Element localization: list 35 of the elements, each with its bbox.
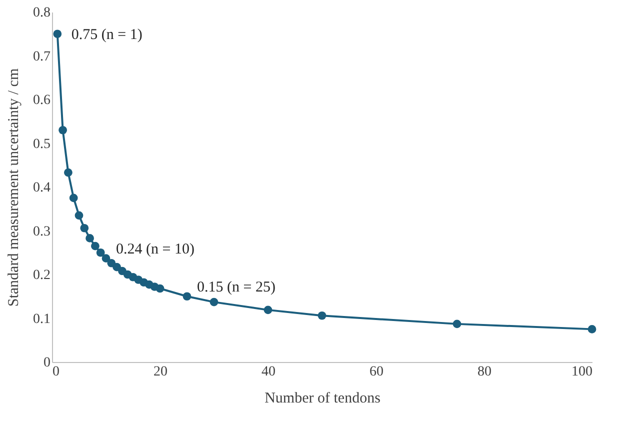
point: [318, 311, 326, 320]
y-tick-label: 0.3: [33, 224, 50, 240]
point: [58, 126, 67, 134]
x-tick-label: 80: [478, 364, 492, 380]
x-tick-label: 40: [262, 364, 276, 380]
point: [74, 211, 84, 220]
x-axis-title: Number of tendons: [264, 390, 381, 406]
y-tick-label: 0.7: [33, 49, 50, 64]
annotation: 0.75 (n = 1): [71, 26, 142, 43]
point: [264, 306, 272, 314]
y-tick-label: 0.4: [33, 180, 50, 196]
y-tick-label: 0.1: [33, 312, 50, 327]
x-tick-label: 20: [154, 364, 168, 380]
point: [102, 254, 110, 262]
point: [156, 284, 164, 293]
y-tick-label: 0.6: [33, 93, 50, 108]
point: [210, 298, 218, 306]
point: [80, 224, 89, 232]
point: [182, 292, 192, 301]
point: [91, 242, 100, 250]
y-tick-label: 0.2: [33, 268, 50, 283]
point: [588, 325, 596, 334]
annotation: 0.15 (n = 25): [197, 279, 276, 296]
point: [64, 168, 72, 177]
x-tick-label: 100: [572, 364, 592, 380]
annotation: 0.24 (n = 10): [116, 241, 194, 258]
y-tick-label: 0.8: [33, 6, 50, 20]
point: [53, 30, 62, 38]
point: [452, 320, 462, 328]
point: [96, 248, 105, 257]
y-tick-label: 0.5: [33, 136, 50, 152]
point: [69, 194, 78, 202]
y-axis-title: Standard measurement uncertainty / cm: [6, 68, 22, 307]
x-tick-label: 60: [370, 364, 384, 380]
point: [86, 234, 94, 242]
